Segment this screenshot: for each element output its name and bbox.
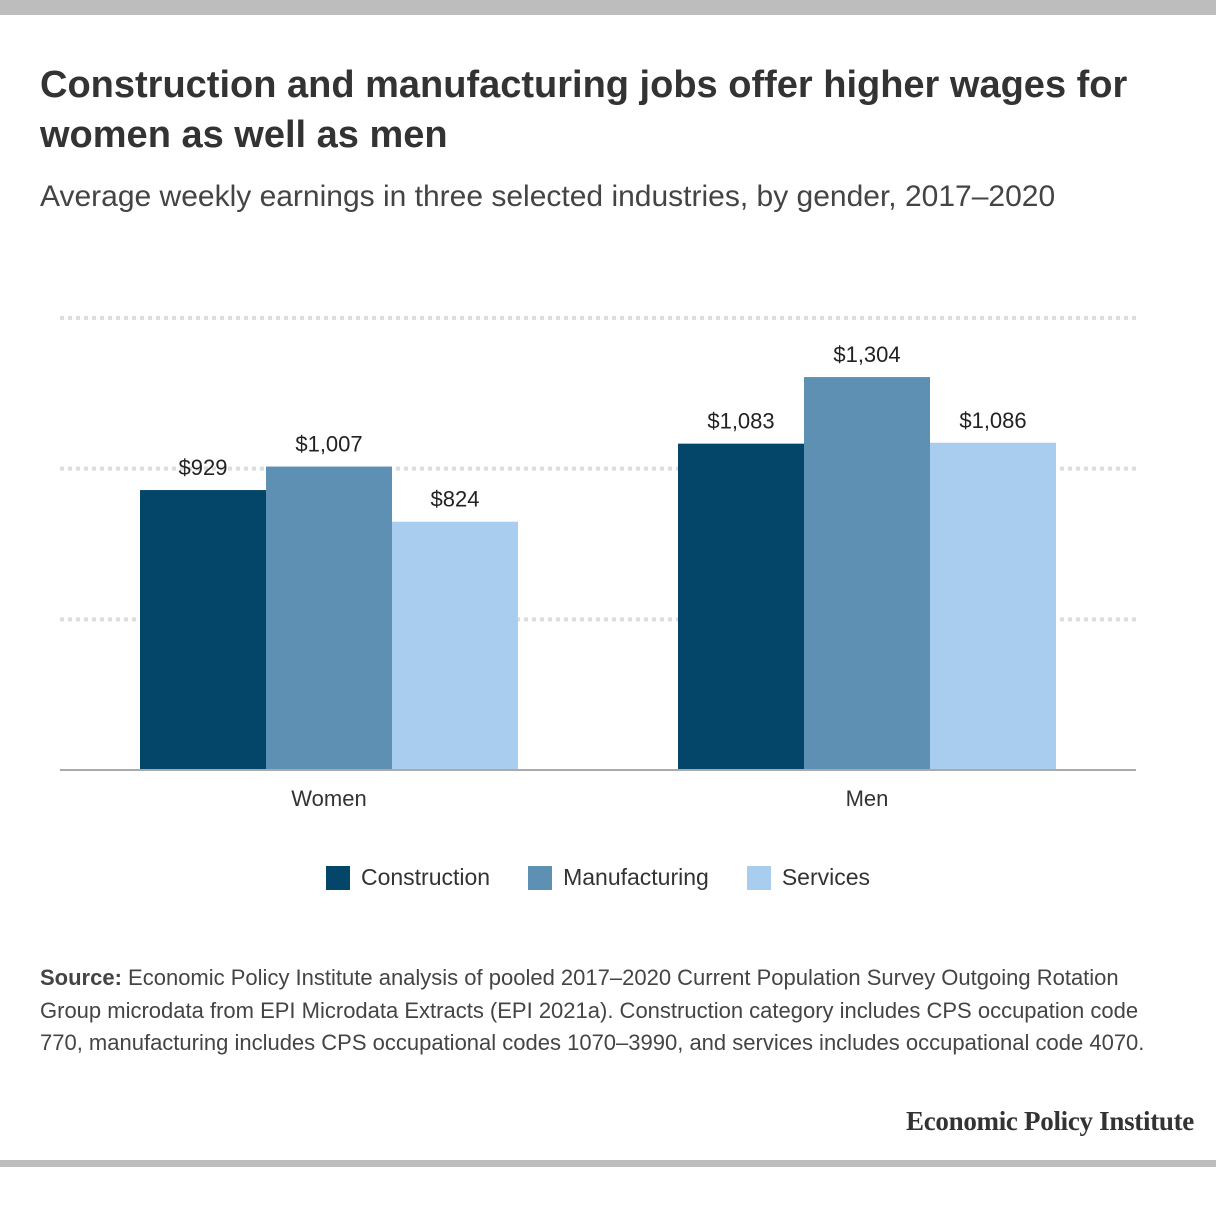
bar-services-women <box>392 521 518 770</box>
legend-item-services: Services <box>746 864 871 891</box>
bar-manufacturing-men <box>804 377 930 770</box>
data-label: $1,083 <box>707 409 774 434</box>
legend-item-construction: Construction <box>325 864 491 891</box>
source-text: Economic Policy Institute analysis of po… <box>40 965 1145 1055</box>
legend-swatch-services <box>746 865 771 890</box>
legend-label-manufacturing: Manufacturing <box>563 864 709 890</box>
bar-services-men <box>930 442 1056 770</box>
bottom-rule <box>0 1160 1216 1167</box>
x-tick-label: Men <box>846 786 889 811</box>
source-note: Source: Economic Policy Institute analys… <box>40 962 1180 1060</box>
data-label: $1,304 <box>833 342 900 367</box>
data-label: $1,007 <box>295 432 362 457</box>
bar-construction-women <box>140 490 266 770</box>
bar-manufacturing-women <box>266 466 392 770</box>
source-label: Source: <box>40 965 122 990</box>
chart-title: Construction and manufacturing jobs offe… <box>40 64 1128 156</box>
legend-label-services: Services <box>781 864 871 890</box>
bar-chart: $929 $1,083 $1,007 $1,304 $824 $1,086 Women Men <box>60 316 1136 811</box>
legend-label-construction: Construction <box>360 864 491 890</box>
top-rule <box>0 0 1216 15</box>
data-label: $824 <box>431 487 480 512</box>
chart-subtitle: Average weekly earnings in three selecte… <box>40 180 1056 213</box>
legend: Construction Manufacturing Services <box>0 864 1196 891</box>
data-label: $1,086 <box>959 408 1026 433</box>
data-label: $929 <box>179 455 228 480</box>
brand-wordmark: Economic Policy Institute <box>906 1106 1194 1136</box>
legend-swatch-construction <box>325 865 350 890</box>
x-tick-label: Women <box>291 786 366 811</box>
legend-item-manufacturing: Manufacturing <box>528 864 709 891</box>
legend-swatch-manufacturing <box>528 865 553 890</box>
bar-construction-men <box>678 443 804 770</box>
